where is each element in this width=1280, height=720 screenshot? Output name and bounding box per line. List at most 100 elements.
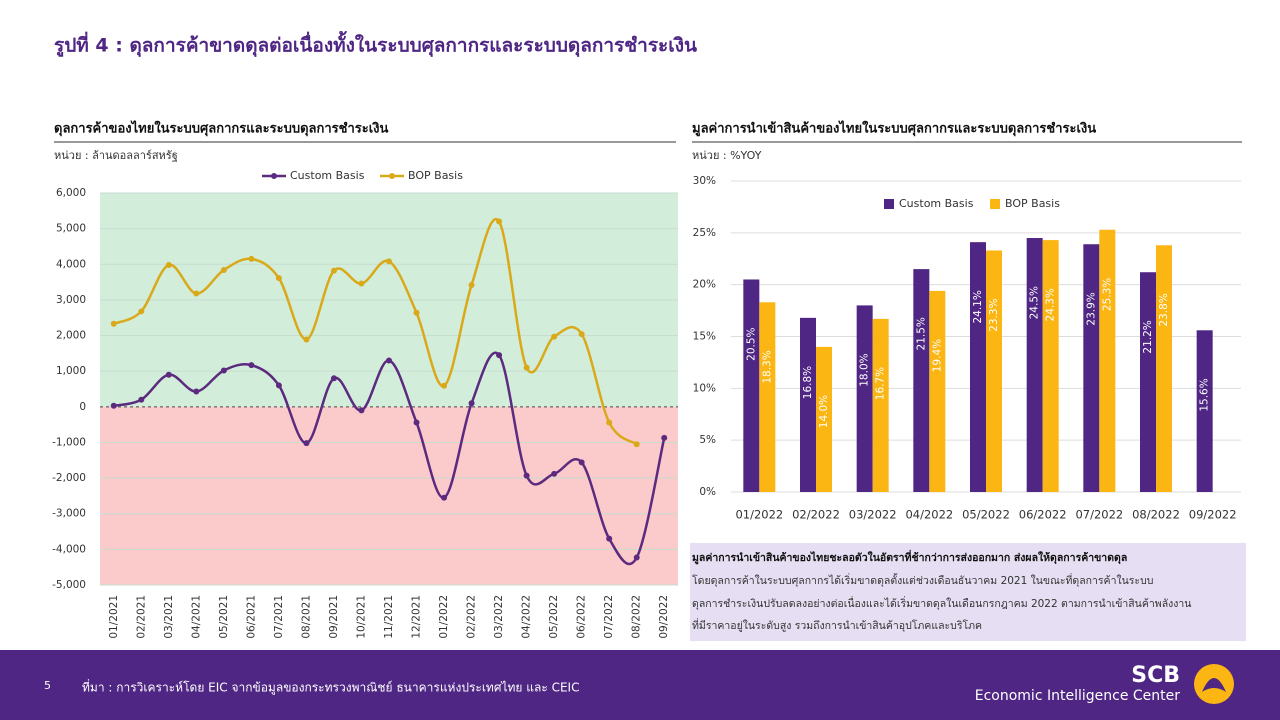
value-label: 18.0%: [859, 353, 871, 386]
y-tick-label: 0: [79, 401, 86, 413]
y-tick-label: -3,000: [52, 508, 86, 520]
point: [275, 382, 282, 389]
value-label: 20.5%: [745, 327, 757, 360]
point: [358, 280, 365, 287]
x-tick-label: 03/2022: [849, 508, 897, 522]
bar: [856, 305, 873, 492]
x-tick-label: 11/2021: [383, 595, 395, 639]
bar: [743, 279, 760, 492]
x-tick-label: 02/2021: [135, 595, 147, 639]
point: [110, 402, 117, 409]
point: [386, 258, 392, 265]
point: [303, 440, 310, 447]
value-label: 21.2%: [1142, 320, 1154, 353]
point: [330, 267, 337, 274]
bar: [913, 269, 930, 492]
bar: [1156, 245, 1172, 492]
y-tick-label: 1,000: [56, 365, 86, 377]
note-line: ดุลการชำระเงินปรับลดลงอย่างต่อเนื่องและไ…: [692, 596, 1191, 610]
y-tick-label: 30%: [693, 175, 716, 187]
chart-subtitle: หน่วย : ล้านดอลลาร์สหรัฐ: [54, 149, 178, 162]
bar: [1026, 238, 1043, 492]
value-label: 15.6%: [1199, 378, 1211, 411]
bar: [929, 290, 946, 492]
bar: [1083, 244, 1100, 492]
y-tick-label: 3,000: [56, 294, 86, 306]
source: ที่มา : การวิเคราะห์โดย EIC จากข้อมูลของ…: [82, 679, 579, 696]
point: [578, 331, 585, 338]
point: [413, 419, 420, 426]
x-tick-label: 01/2022: [438, 595, 450, 639]
bar: [800, 317, 816, 492]
point: [441, 494, 448, 501]
x-tick-label: 04/2021: [190, 595, 202, 639]
value-label: 18.3%: [761, 350, 773, 383]
x-tick-label: 05/2021: [218, 595, 230, 639]
value-label: 16.8%: [802, 366, 814, 399]
legend-swatch: [884, 199, 894, 209]
x-tick-label: 03/2022: [493, 595, 505, 639]
x-tick-label: 07/2022: [1075, 508, 1123, 522]
value-label: 23.8%: [1158, 293, 1170, 326]
y-tick-label: 4,000: [56, 258, 86, 270]
point: [248, 362, 255, 369]
x-tick-label: 09/2021: [328, 595, 340, 639]
x-tick-label: 04/2022: [905, 508, 953, 522]
logo-shape: [1202, 678, 1226, 692]
page-number: 5: [44, 679, 51, 692]
x-tick-label: 10/2021: [355, 595, 367, 639]
slide-title: รูปที่ 4 : ดุลการค้าขาดดุลต่อเนื่องทั้งใ…: [54, 31, 697, 58]
point: [165, 261, 172, 268]
point: [551, 470, 558, 477]
point: [165, 371, 172, 378]
x-tick-label: 07/2021: [273, 595, 285, 639]
footer-band: [0, 650, 1280, 720]
legend-swatch: [990, 199, 1000, 209]
point: [413, 309, 420, 316]
point: [523, 472, 530, 479]
point: [248, 255, 255, 262]
chart-subtitle: หน่วย : %YOY: [692, 149, 762, 162]
point: [138, 396, 145, 403]
y-tick-label: 15%: [693, 331, 716, 343]
bar: [1099, 229, 1116, 492]
y-tick-label: 5%: [699, 434, 716, 446]
value-label: 23.3%: [988, 298, 1000, 331]
point: [110, 320, 117, 327]
point: [275, 275, 282, 282]
value-label: 19.4%: [931, 339, 943, 372]
bar: [816, 346, 832, 492]
point: [496, 218, 503, 225]
logo-text: SCB: [1131, 663, 1180, 688]
point: [358, 407, 365, 414]
x-tick-label: 09/2022: [658, 595, 670, 639]
y-tick-label: -1,000: [52, 436, 86, 448]
y-tick-label: -2,000: [52, 472, 86, 484]
x-tick-label: 03/2021: [163, 595, 175, 639]
value-label: 25.3%: [1101, 278, 1113, 311]
bar: [1140, 272, 1156, 492]
x-tick-label: 01/2021: [108, 595, 120, 639]
point: [661, 434, 668, 441]
bar: [986, 250, 1002, 492]
bar: [970, 242, 986, 492]
y-tick-label: 2,000: [56, 330, 86, 342]
point: [303, 336, 310, 343]
point: [386, 357, 392, 364]
value-label: 24.5%: [1029, 286, 1041, 319]
note-heading: มูลค่าการนำเข้าสินค้าของไทยชะลอตัวในอัตร…: [692, 549, 1127, 565]
point: [468, 400, 475, 407]
point: [138, 308, 145, 315]
point: [606, 419, 613, 426]
y-tick-label: -4,000: [52, 543, 86, 555]
point: [193, 388, 200, 395]
point: [220, 266, 227, 273]
y-tick-label: 6,000: [56, 187, 86, 199]
y-tick-label: -5,000: [52, 579, 86, 591]
x-tick-label: 06/2021: [245, 595, 257, 639]
y-tick-label: 5,000: [56, 223, 86, 235]
x-tick-label: 06/2022: [1019, 508, 1067, 522]
point: [496, 352, 503, 359]
y-tick-label: 20%: [693, 279, 716, 291]
x-tick-label: 05/2022: [962, 508, 1010, 522]
